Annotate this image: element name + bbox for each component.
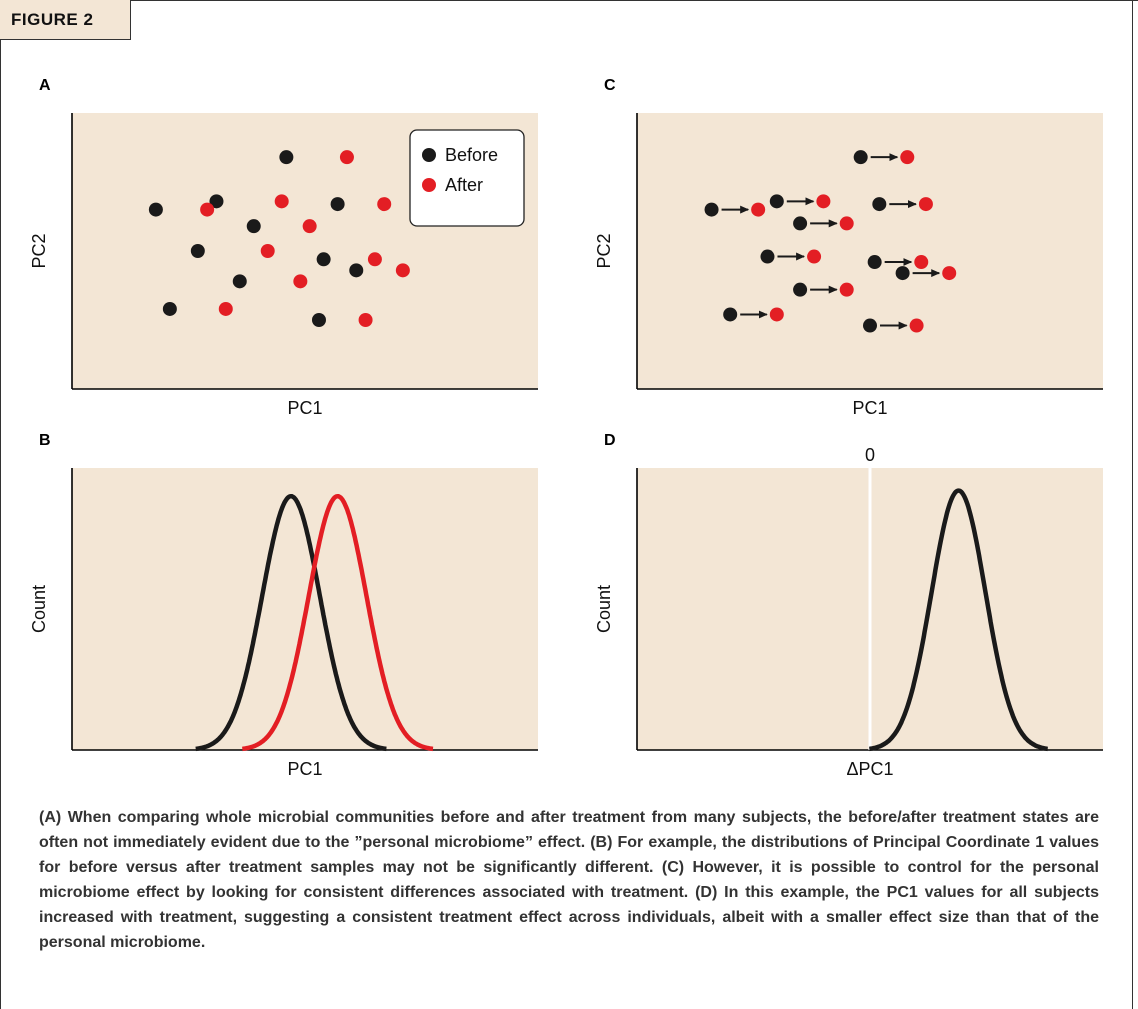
point-before-8	[895, 266, 910, 281]
point-after-3	[816, 194, 831, 209]
panel-d: D ΔPC1 Count 0	[594, 432, 1103, 779]
point-before-4	[793, 216, 808, 231]
x-axis-label-a: PC1	[287, 398, 322, 418]
point-before-6	[330, 197, 345, 212]
plot-area-c	[637, 113, 1103, 389]
panel-b: B PC1 Count	[29, 432, 538, 779]
panel-letter-d: D	[604, 432, 616, 449]
point-after-8	[942, 266, 957, 281]
frame-top-border	[0, 0, 1138, 1]
point-after-11	[909, 318, 924, 333]
point-before-1	[853, 150, 868, 165]
point-after-7	[367, 252, 382, 267]
x-axis-label-c: PC1	[852, 398, 887, 418]
point-after-10	[218, 301, 233, 316]
frame-right-border	[1132, 0, 1133, 1009]
point-after-9	[839, 282, 854, 297]
panel-c: C PC1 PC2	[594, 77, 1103, 418]
point-before-11	[863, 318, 877, 333]
point-before-6	[760, 249, 775, 264]
point-after-8	[395, 263, 410, 278]
legend: Before After	[409, 129, 525, 227]
point-before-7	[316, 252, 331, 267]
point-after-1	[900, 150, 915, 165]
point-before-8	[349, 263, 364, 278]
point-after-9	[293, 274, 308, 289]
y-axis-label-a: PC2	[29, 233, 49, 268]
point-after-10	[769, 307, 784, 322]
point-after-11	[358, 313, 373, 327]
point-before-1	[148, 202, 163, 217]
panel-letter-b: B	[39, 432, 51, 449]
point-after-6	[807, 249, 822, 264]
point-before-11	[311, 313, 326, 327]
point-after-5	[260, 244, 275, 258]
point-before-9	[793, 282, 808, 297]
point-after-4	[839, 216, 854, 231]
distribution-curve-after	[240, 493, 435, 752]
panel-a: A PC1 PC2 Before After	[29, 77, 538, 418]
panel-letter-a: A	[39, 77, 51, 94]
point-after-7	[914, 255, 929, 270]
zero-reference-label: 0	[865, 445, 875, 465]
y-axis-label-c: PC2	[594, 233, 614, 268]
point-after-5	[918, 197, 933, 212]
point-before-9	[232, 274, 247, 289]
point-before-3	[769, 194, 784, 209]
distribution-curve-difference	[867, 488, 1050, 752]
y-axis-label-d: Count	[594, 585, 614, 633]
legend-marker-before	[422, 148, 436, 162]
figure-chart: A PC1 PC2 Before After B PC1 Count C PC1 PC2 D ΔPC1 C…	[29, 77, 1103, 779]
point-after-1	[200, 202, 215, 217]
figure-caption: (A) When comparing whole microbial commu…	[39, 809, 1099, 951]
x-axis-label-d: ΔPC1	[846, 759, 893, 779]
point-before-5	[190, 244, 205, 258]
point-after-2	[751, 202, 766, 217]
point-before-3	[279, 150, 294, 165]
point-before-7	[867, 255, 882, 270]
legend-label-after: After	[445, 175, 483, 195]
point-after-2	[274, 194, 289, 209]
point-before-10	[723, 307, 738, 322]
y-axis-label-b: Count	[29, 585, 49, 633]
point-after-4	[302, 219, 317, 234]
point-before-5	[872, 197, 887, 212]
x-axis-label-b: PC1	[287, 759, 322, 779]
frame-left-border	[0, 0, 1, 1009]
point-before-10	[162, 301, 177, 316]
point-before-2	[209, 194, 224, 209]
point-after-6	[377, 197, 392, 212]
point-after-3	[339, 150, 354, 165]
legend-label-before: Before	[445, 145, 498, 165]
point-before-2	[704, 202, 719, 217]
legend-box	[409, 129, 525, 227]
figure-label: FIGURE 2	[0, 0, 131, 40]
distribution-curve-before	[194, 493, 388, 752]
panel-letter-c: C	[604, 77, 616, 94]
legend-marker-after	[422, 178, 436, 192]
point-before-4	[246, 219, 261, 234]
